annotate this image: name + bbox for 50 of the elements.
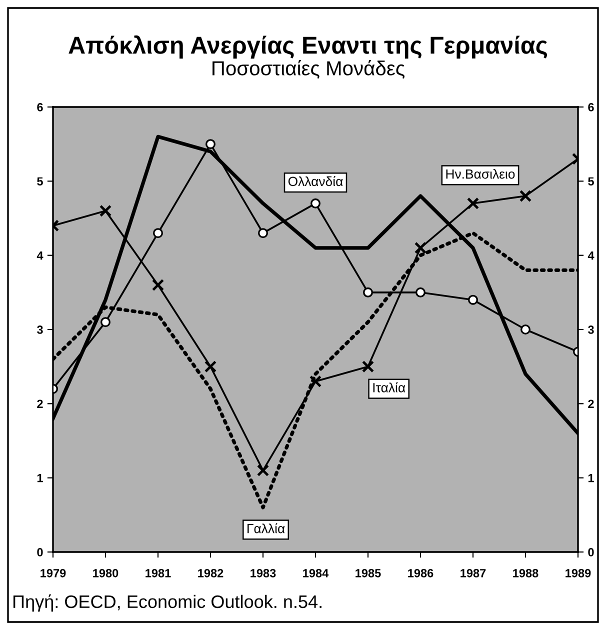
chart-title: Απόκλιση Ανεργίας Εναντι της Γερμανίας xyxy=(68,35,548,59)
point xyxy=(206,139,216,150)
series-label: Ολλανδία xyxy=(288,176,343,186)
y2-tick-label: 1 xyxy=(588,474,594,482)
y-tick-label: 4 xyxy=(36,251,44,260)
point xyxy=(99,204,112,217)
point xyxy=(468,294,478,305)
point xyxy=(204,360,217,373)
x-tick-label: 1985 xyxy=(356,568,381,578)
x-tick-label: 1987 xyxy=(460,568,486,578)
x-tick-label: 1986 xyxy=(408,568,434,578)
x-tick-label: 1980 xyxy=(93,568,118,578)
x-tick-label: 1982 xyxy=(198,568,224,578)
point xyxy=(152,278,164,292)
point xyxy=(309,375,322,388)
x-tick-label: 1981 xyxy=(146,568,171,578)
point xyxy=(258,228,268,238)
point xyxy=(466,197,480,210)
y2-tick-label: 3 xyxy=(588,326,594,334)
y2-tick-label: 4 xyxy=(588,251,594,260)
point xyxy=(414,242,427,254)
y2-tick-label: 6 xyxy=(588,103,594,112)
y-tick-label: 1 xyxy=(37,474,43,482)
point xyxy=(153,228,163,238)
point xyxy=(363,287,373,298)
point xyxy=(416,287,426,298)
y-tick-label: 3 xyxy=(36,326,43,334)
x-tick-label: 1988 xyxy=(513,568,538,578)
point xyxy=(520,324,530,334)
y-tick-label: 5 xyxy=(37,177,43,186)
x-tick-label: 1979 xyxy=(40,568,66,578)
y2-tick-label: 0 xyxy=(588,548,594,556)
point xyxy=(362,360,374,373)
y-tick-label: 6 xyxy=(37,103,43,112)
x-tick-label: 1984 xyxy=(303,568,329,578)
point xyxy=(519,190,532,202)
point xyxy=(310,198,320,208)
series-label: Ιταλία xyxy=(373,382,406,392)
x-tick-label: 1989 xyxy=(566,568,591,578)
chart-subtitle: Ποσοστιαίες Μονάδες xyxy=(212,60,404,79)
point xyxy=(100,317,110,328)
text: Ην.Βασιλειο xyxy=(446,169,515,179)
y-tick-label: 2 xyxy=(37,400,43,408)
y-tick-label: 0 xyxy=(37,548,43,556)
text: Πηγή: OECD, Economic Outlook. n.54. xyxy=(13,594,322,612)
point xyxy=(256,464,270,477)
y2-tick-label: 2 xyxy=(588,400,594,408)
x-tick-label: 1983 xyxy=(250,568,276,578)
series-label: Γαλλία xyxy=(248,523,285,534)
y2-tick-label: 5 xyxy=(588,177,594,186)
